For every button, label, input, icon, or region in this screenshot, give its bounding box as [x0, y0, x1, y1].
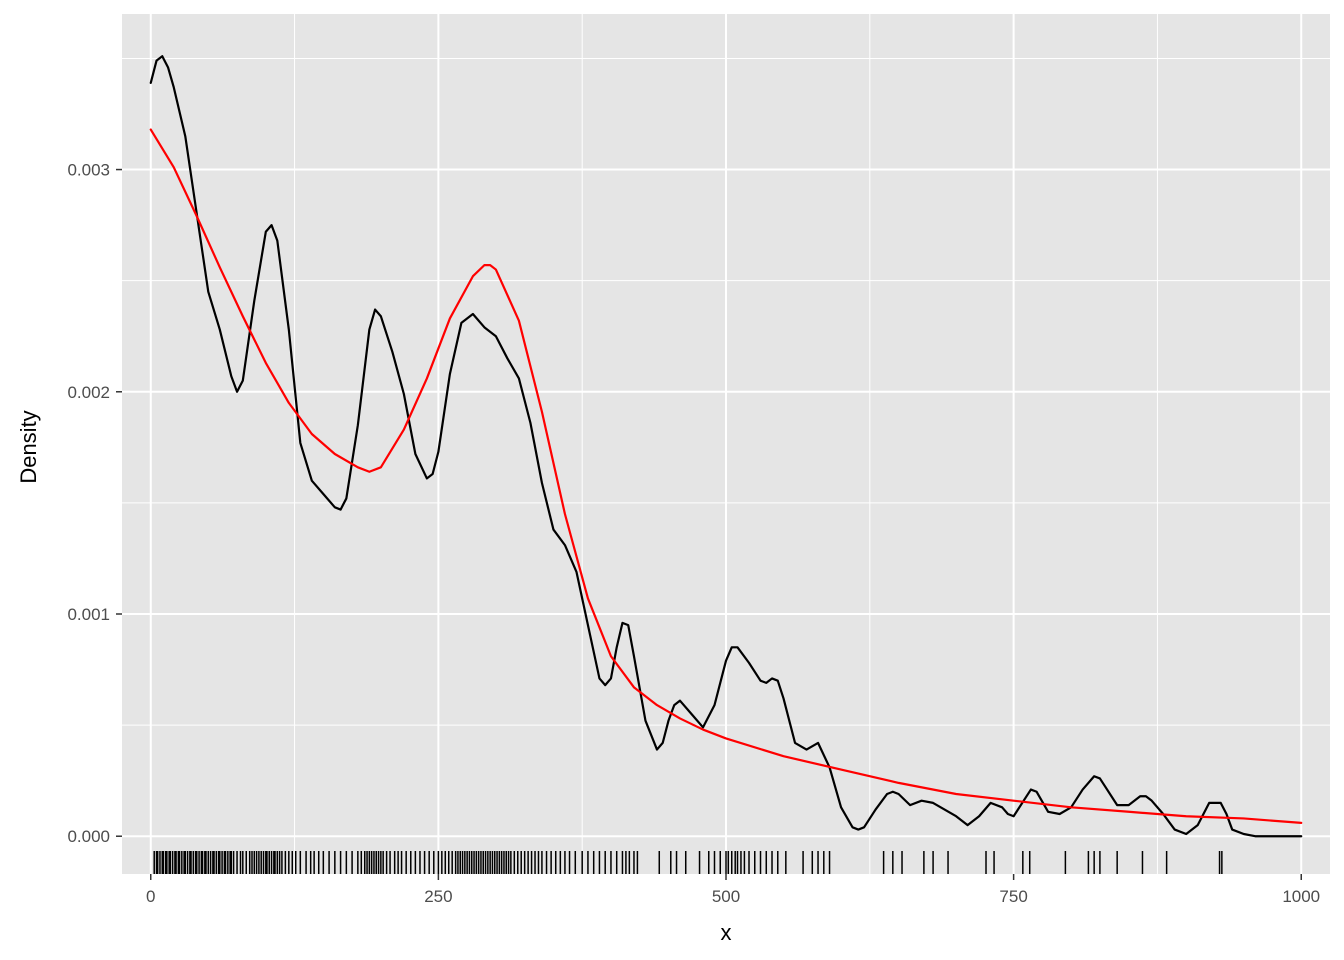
x-tick-label: 250: [424, 887, 452, 906]
y-tick-label: 0.002: [67, 383, 110, 402]
y-tick-label: 0.001: [67, 605, 110, 624]
y-tick-label: 0.003: [67, 161, 110, 180]
y-tick-label: 0.000: [67, 827, 110, 846]
x-tick-label: 750: [999, 887, 1027, 906]
x-tick-label: 1000: [1282, 887, 1320, 906]
y-tick-labels: 0.000 0.001 0.002 0.003: [67, 161, 110, 847]
fitted-density-line: [149, 128, 1303, 824]
x-tick-label: 500: [712, 887, 740, 906]
y-axis-title: Density: [16, 410, 41, 483]
rug-marks: [153, 851, 1223, 874]
density-lines: [149, 55, 1303, 838]
axis-ticks: [116, 168, 1302, 880]
major-gridlines: [122, 14, 1330, 874]
x-tick-label: 0: [146, 887, 155, 906]
x-axis-title: x: [721, 920, 732, 945]
x-tick-labels: 0 250 500 750 1000: [146, 887, 1320, 906]
kde-line: [149, 55, 1303, 838]
